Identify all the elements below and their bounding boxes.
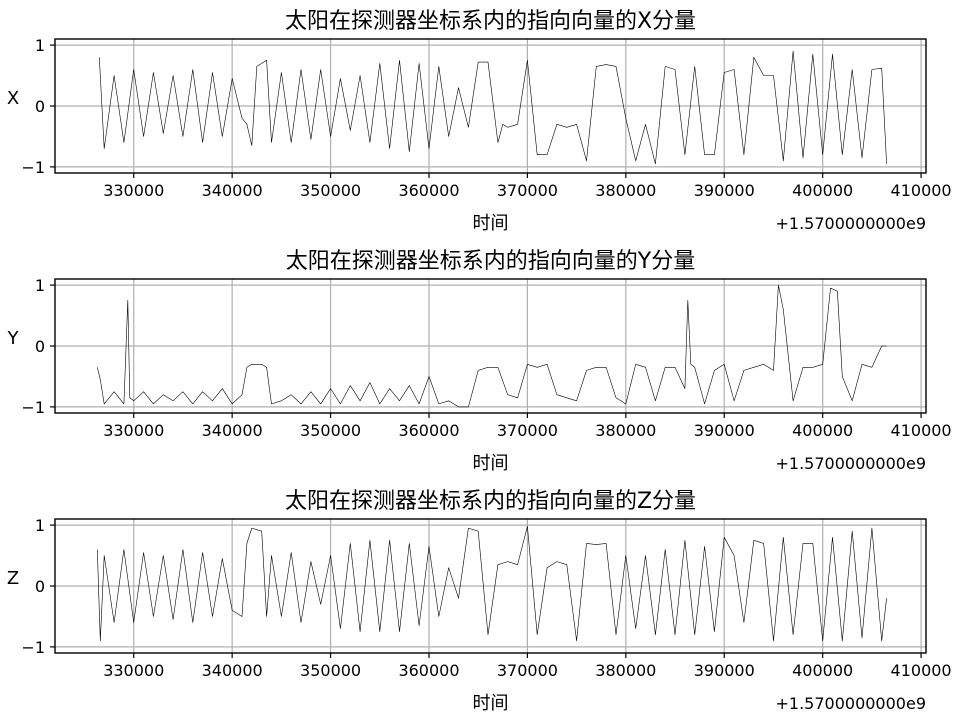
x-tick-label: 330000 bbox=[103, 421, 164, 440]
chart-title: 太阳在探测器坐标系内的指向向量的Y分量 bbox=[286, 249, 695, 274]
x-tick-label: 340000 bbox=[202, 421, 263, 440]
series-line-1 bbox=[97, 526, 887, 642]
x-axis-label: 时间 bbox=[473, 213, 509, 234]
x-tick-label: 350000 bbox=[300, 421, 361, 440]
x-tick-label: 360000 bbox=[398, 421, 459, 440]
x-tick-label: 410000 bbox=[891, 181, 952, 200]
y-tick-label: 1 bbox=[35, 36, 45, 55]
y-tick-label: −1 bbox=[21, 158, 45, 177]
x-offset-label: +1.5700000000e9 bbox=[776, 454, 927, 473]
x-axis-label: 时间 bbox=[473, 693, 509, 714]
x-tick-label: 390000 bbox=[694, 421, 755, 440]
x-tick-label: 330000 bbox=[103, 181, 164, 200]
y-tick-label: 1 bbox=[35, 516, 45, 535]
x-tick-label: 400000 bbox=[792, 181, 853, 200]
chart-title: 太阳在探测器坐标系内的指向向量的X分量 bbox=[285, 9, 696, 34]
x-tick-label: 330000 bbox=[103, 661, 164, 680]
x-tick-label: 410000 bbox=[891, 661, 952, 680]
x-tick-label: 390000 bbox=[694, 181, 755, 200]
axes-frame bbox=[54, 278, 927, 414]
x-offset-label: +1.5700000000e9 bbox=[776, 694, 927, 713]
x-tick-label: 400000 bbox=[792, 421, 853, 440]
x-tick-label: 370000 bbox=[497, 181, 558, 200]
series-line-1 bbox=[99, 50, 887, 165]
subplot-2: 太阳在探测器坐标系内的指向向量的Y分量 330000 340000 350000 360… bbox=[7, 249, 952, 474]
axes-frame bbox=[54, 38, 927, 174]
subplot-1: 太阳在探测器坐标系内的指向向量的X分量 330000 340000 350000 360… bbox=[7, 9, 952, 234]
x-tick-label: 390000 bbox=[694, 661, 755, 680]
y-tick-label: −1 bbox=[21, 638, 45, 657]
axes-frame bbox=[54, 518, 927, 654]
x-tick-label: 340000 bbox=[202, 181, 263, 200]
x-tick-label: 350000 bbox=[300, 181, 361, 200]
x-tick-label: 360000 bbox=[398, 181, 459, 200]
series-line-1 bbox=[97, 284, 887, 408]
y-tick-label: 0 bbox=[35, 577, 45, 596]
y-tick-label: 0 bbox=[35, 337, 45, 356]
x-tick-label: 350000 bbox=[300, 661, 361, 680]
x-axis-label: 时间 bbox=[473, 453, 509, 474]
y-tick-label: 1 bbox=[35, 276, 45, 295]
x-tick-label: 380000 bbox=[595, 421, 656, 440]
x-tick-label: 410000 bbox=[891, 421, 952, 440]
x-tick-label: 340000 bbox=[202, 661, 263, 680]
x-tick-label: 380000 bbox=[595, 661, 656, 680]
y-axis-label: Y bbox=[7, 328, 20, 349]
x-tick-label: 370000 bbox=[497, 421, 558, 440]
y-tick-label: 0 bbox=[35, 97, 45, 116]
x-tick-label: 400000 bbox=[792, 661, 853, 680]
chart-title: 太阳在探测器坐标系内的指向向量的Z分量 bbox=[285, 489, 696, 514]
y-tick-label: −1 bbox=[21, 398, 45, 417]
subplot-3: 太阳在探测器坐标系内的指向向量的Z分量 330000 340000 350000 360… bbox=[7, 489, 952, 714]
y-axis-label: X bbox=[7, 88, 19, 109]
x-tick-label: 380000 bbox=[595, 181, 656, 200]
x-tick-label: 370000 bbox=[497, 661, 558, 680]
y-axis-label: Z bbox=[7, 568, 19, 589]
x-offset-label: +1.5700000000e9 bbox=[776, 214, 927, 233]
x-tick-label: 360000 bbox=[398, 661, 459, 680]
